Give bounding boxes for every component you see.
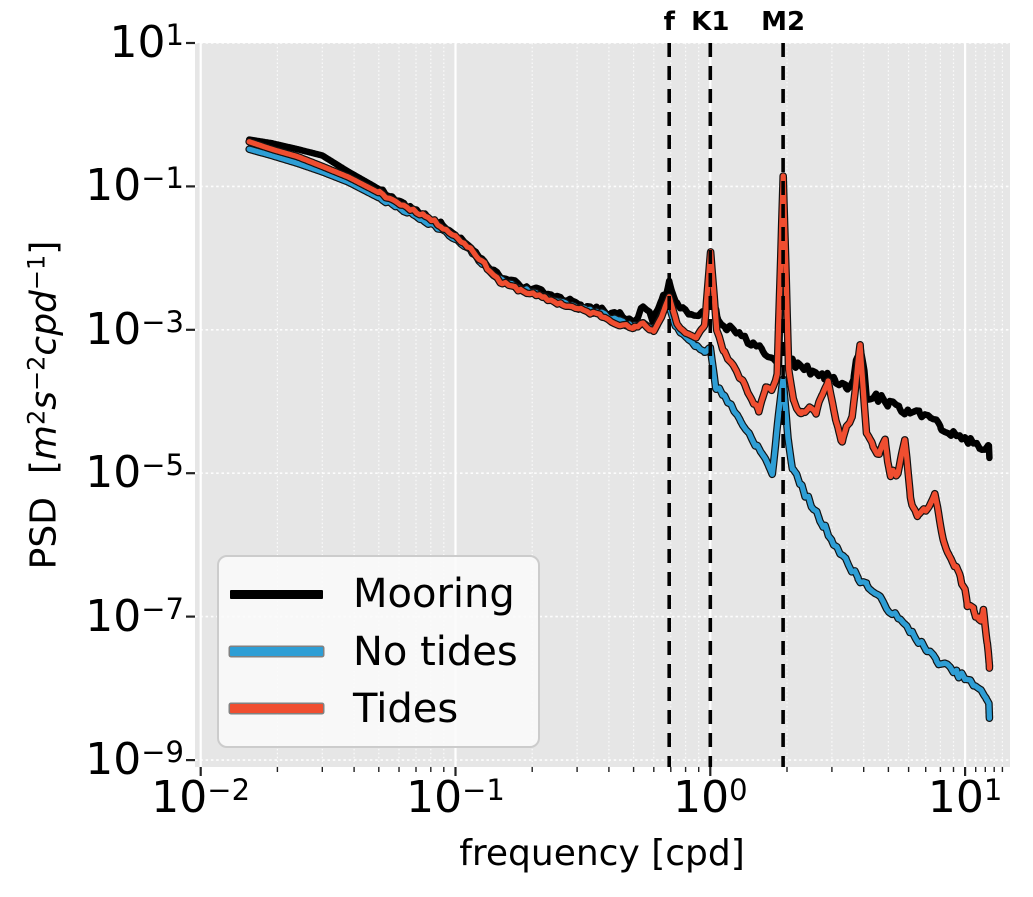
legend: Mooring No tides Tides <box>217 555 540 748</box>
legend-label: Tides <box>353 685 459 732</box>
legend-item: No tides <box>219 632 538 672</box>
legend-item: Tides <box>219 689 538 729</box>
legend-line-swatch <box>230 704 323 714</box>
legend-line-swatch <box>230 647 323 656</box>
legend-item: Mooring <box>219 574 538 614</box>
legend-label: Mooring <box>353 571 515 618</box>
legend-label: No tides <box>353 628 518 675</box>
series-tides-curve <box>246 139 992 671</box>
legend-line-swatch <box>230 589 323 599</box>
